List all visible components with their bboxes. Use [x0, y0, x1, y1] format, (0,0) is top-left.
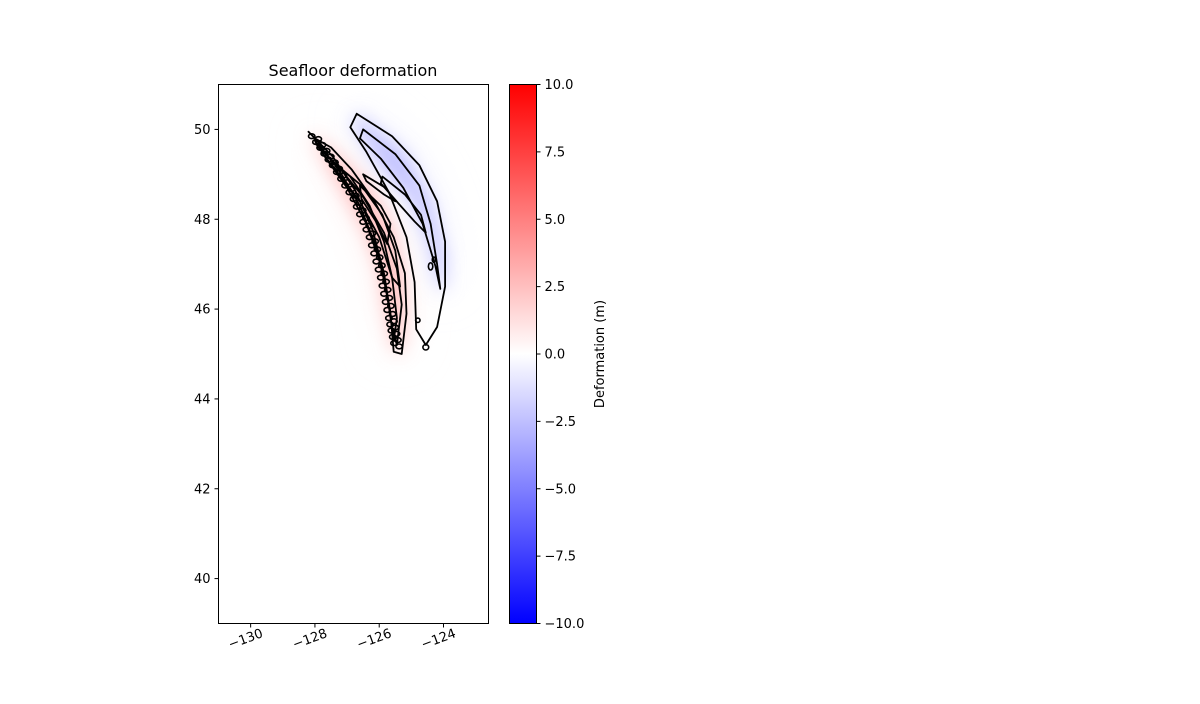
contour-subsidence-mid: [359, 128, 442, 290]
y-tick-label: 44: [194, 392, 211, 407]
colorbar-tick-label: 2.5: [545, 280, 566, 295]
trench-ripple-contour: [386, 321, 395, 328]
small-closed-contour: [422, 343, 430, 351]
trench-ripple-contour: [362, 226, 371, 233]
trench-ripple-contour: [382, 278, 391, 285]
trench-ripple-contour: [352, 203, 361, 210]
trench-ripple-contour: [379, 290, 388, 297]
small-closed-contour: [431, 256, 437, 264]
y-tick-label: 46: [194, 303, 211, 318]
colorbar-tick-label: 5.0: [545, 213, 566, 228]
colorbar-axis: −10.0 −7.5 −5.0 −2.5 0.0 2.5 5.0 7.5 10.0: [536, 78, 585, 632]
trench-ripple-contour: [324, 156, 333, 163]
y-tick-label: 48: [194, 213, 211, 228]
trench-ripple-contour: [388, 310, 397, 318]
trench-ripple-contour: [388, 333, 397, 341]
trench-ripple-contour: [359, 218, 368, 226]
trench-ripple-contour: [381, 298, 390, 306]
trench-ripple-contour: [367, 242, 376, 249]
trench-ripple-contour: [316, 144, 325, 152]
trench-ripple-contour: [385, 294, 394, 302]
small-closed-contour: [414, 317, 421, 324]
trench-ripple-contour: [383, 286, 392, 293]
trench-ripple-contour: [389, 340, 398, 347]
trench-ripple-contour: [355, 211, 364, 218]
trench-ripple-contour: [365, 234, 374, 241]
trench-ripple-contour: [328, 162, 337, 169]
y-tick-label: 42: [194, 482, 211, 497]
chart-title: Seafloor deformation: [269, 61, 438, 80]
trench-ripple-contour: [374, 266, 383, 273]
x-tick-label: −128: [291, 626, 330, 652]
trench-ripple-contour: [376, 274, 385, 281]
trench-ripple-contour: [386, 302, 395, 310]
contour-lines: [307, 112, 446, 355]
trench-ripple-contour: [378, 282, 387, 289]
x-tick-label: −130: [226, 626, 265, 652]
y-axis: 40 42 44 46 48 50: [194, 123, 219, 587]
trench-ripple-contour: [307, 133, 316, 140]
colorbar-tick-label: −10.0: [545, 617, 585, 632]
colorbar-tick-label: 10.0: [545, 78, 574, 93]
trench-ripple-contour: [336, 175, 345, 183]
trench-ripple-contour: [370, 250, 379, 257]
trench-ripple-contour: [311, 138, 320, 146]
trench-ripple-contour: [341, 182, 350, 189]
plot-frame: [218, 84, 489, 624]
trench-ripple-contour: [320, 150, 329, 157]
colorbar-tick-label: 0.0: [545, 348, 566, 363]
y-tick-label: 50: [194, 123, 211, 138]
x-tick-label: −124: [419, 626, 458, 652]
colorbar-tick-label: −7.5: [545, 550, 577, 565]
x-tick-label: −126: [355, 626, 394, 652]
x-axis: −130 −128 −126 −124: [226, 623, 458, 653]
small-closed-contour: [427, 261, 434, 271]
trench-ripple-contour: [384, 314, 393, 322]
colorbar-tick-label: 7.5: [545, 145, 566, 160]
trench-ripple-contour: [349, 195, 358, 203]
trench-ripple-contour: [332, 168, 341, 176]
colorbar-label: Deformation (m): [593, 300, 608, 408]
trench-ripple-contour: [387, 327, 396, 334]
trench-ripple-contour: [372, 258, 381, 265]
colorbar-tick-label: −2.5: [545, 415, 577, 430]
subsidence-zone: [353, 113, 446, 292]
contour-uplift-3: [362, 173, 397, 203]
colorbar-tick-label: −5.0: [545, 482, 577, 497]
y-tick-label: 40: [194, 572, 211, 587]
trench-ripple-contour: [395, 343, 404, 350]
colorbar: [509, 84, 537, 624]
trench-ripple-contour: [345, 189, 354, 196]
trench-ripple-contour: [383, 306, 392, 314]
